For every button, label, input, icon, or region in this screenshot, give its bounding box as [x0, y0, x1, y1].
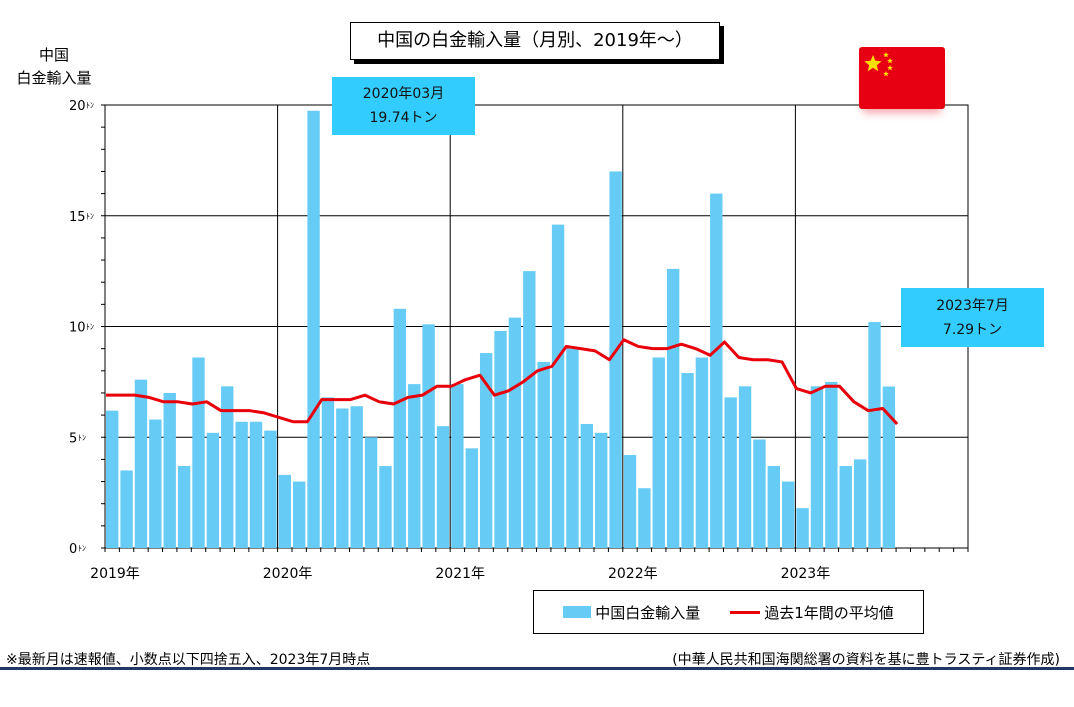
bar: [868, 322, 881, 548]
bar: [551, 224, 565, 549]
y-tick-unit: ﾄﾝ: [86, 323, 94, 332]
peak-callout-value: 19.74トン: [369, 110, 438, 126]
bar: [609, 171, 622, 548]
bar: [106, 410, 119, 548]
x-tick-label: 2022年: [608, 566, 658, 582]
bar: [796, 508, 809, 548]
chart-title: 中国の白金輸入量（月別、2019年～）: [350, 22, 720, 60]
bar: [235, 421, 248, 548]
bar: [249, 421, 263, 548]
bar: [307, 110, 320, 548]
flag-small-star: [887, 65, 893, 71]
latest-callout: 2023年7月 7.29トン: [901, 288, 1044, 347]
bar: [292, 481, 306, 548]
footer-divider: [0, 667, 1074, 670]
china-flag-icon: [859, 47, 945, 109]
y-tick-label: 10: [69, 321, 86, 336]
latest-callout-date: 2023年7月: [936, 297, 1009, 314]
x-tick-label: 2019年: [90, 566, 140, 582]
y-tick-unit: ﾄﾝ: [78, 433, 86, 442]
bar: [508, 317, 522, 548]
footnote: ※最新月は速報値、小数点以下四捨五入、2023年7月時点: [6, 652, 371, 668]
bar: [479, 353, 493, 548]
legend-bar-label: 中国白金輸入量: [595, 603, 701, 622]
bar: [465, 448, 478, 548]
bar: [523, 271, 536, 548]
y-tick-label: 15: [69, 210, 86, 225]
bar: [422, 324, 435, 548]
bar: [336, 408, 349, 548]
bar: [221, 386, 234, 548]
bar: [695, 357, 709, 548]
bar: [580, 423, 594, 548]
bar: [638, 488, 651, 548]
bar: [825, 381, 838, 548]
bar: [379, 466, 392, 548]
bar: [595, 432, 608, 548]
bar: [264, 430, 277, 548]
x-tick-label: 2023年: [781, 566, 831, 582]
x-tick-label: 2021年: [435, 566, 485, 582]
bar: [436, 426, 450, 548]
y-axis-label-line1: 中国: [38, 46, 69, 64]
legend-bar-swatch: [563, 606, 592, 618]
y-tick-unit: ﾄﾝ: [86, 212, 94, 221]
bar: [853, 459, 867, 548]
bar: [350, 406, 363, 548]
bar: [134, 379, 148, 548]
bar: [738, 386, 752, 548]
bar: [753, 439, 766, 548]
x-tick-label: 2020年: [263, 566, 313, 582]
bar: [710, 193, 723, 548]
y-axis-label-line2: 白金輸入量: [16, 69, 92, 87]
bar: [408, 384, 421, 548]
latest-callout-value: 7.29トン: [942, 321, 1003, 338]
legend-item-bars: 中国白金輸入量: [563, 602, 700, 623]
legend-line-label: 過去1年間の平均値: [764, 603, 894, 622]
bar: [623, 454, 637, 548]
bar: [451, 384, 464, 548]
average-line: [106, 338, 899, 425]
bar: [681, 373, 694, 548]
flag-small-star: [887, 58, 893, 64]
peak-callout-date: 2020年03月: [362, 86, 445, 102]
y-tick-unit: ﾄﾝ: [78, 544, 86, 553]
bar: [839, 466, 852, 548]
y-axis-label: 中国 白金輸入量: [14, 44, 94, 90]
bar: [494, 330, 507, 548]
bar: [192, 357, 205, 548]
bar: [882, 386, 896, 548]
bar: [537, 361, 550, 548]
legend: 中国白金輸入量 過去1年間の平均値: [533, 590, 924, 634]
y-tick-label: 0: [69, 542, 77, 557]
source-note: (中華人民共和国海関総署の資料を基に豊トラスティ証券作成): [672, 652, 1060, 668]
flag-stars: [864, 52, 893, 77]
bar: [393, 308, 407, 548]
legend-line-swatch: [730, 610, 761, 614]
flag-large-star: [864, 55, 882, 72]
flag-small-star: [883, 71, 889, 77]
bar: [149, 419, 162, 548]
bar: [782, 481, 795, 548]
bar: [177, 466, 191, 548]
y-tick-label: 5: [69, 431, 77, 446]
legend-item-line: 過去1年間の平均値: [730, 602, 894, 623]
bar: [321, 397, 335, 548]
bar: [566, 348, 579, 548]
bar: [810, 386, 824, 548]
bar: [163, 392, 176, 548]
y-tick-label: 20: [69, 99, 86, 114]
bar: [767, 466, 781, 548]
flag-small-star: [883, 52, 889, 58]
bar: [652, 357, 665, 548]
y-tick-unit: ﾄﾝ: [86, 101, 94, 110]
bar: [206, 432, 220, 548]
peak-callout: 2020年03月 19.74トン: [332, 77, 475, 135]
bar: [666, 268, 680, 548]
bar: [278, 474, 291, 548]
bar: [724, 397, 737, 548]
bar: [120, 470, 133, 548]
bar: [364, 437, 378, 548]
